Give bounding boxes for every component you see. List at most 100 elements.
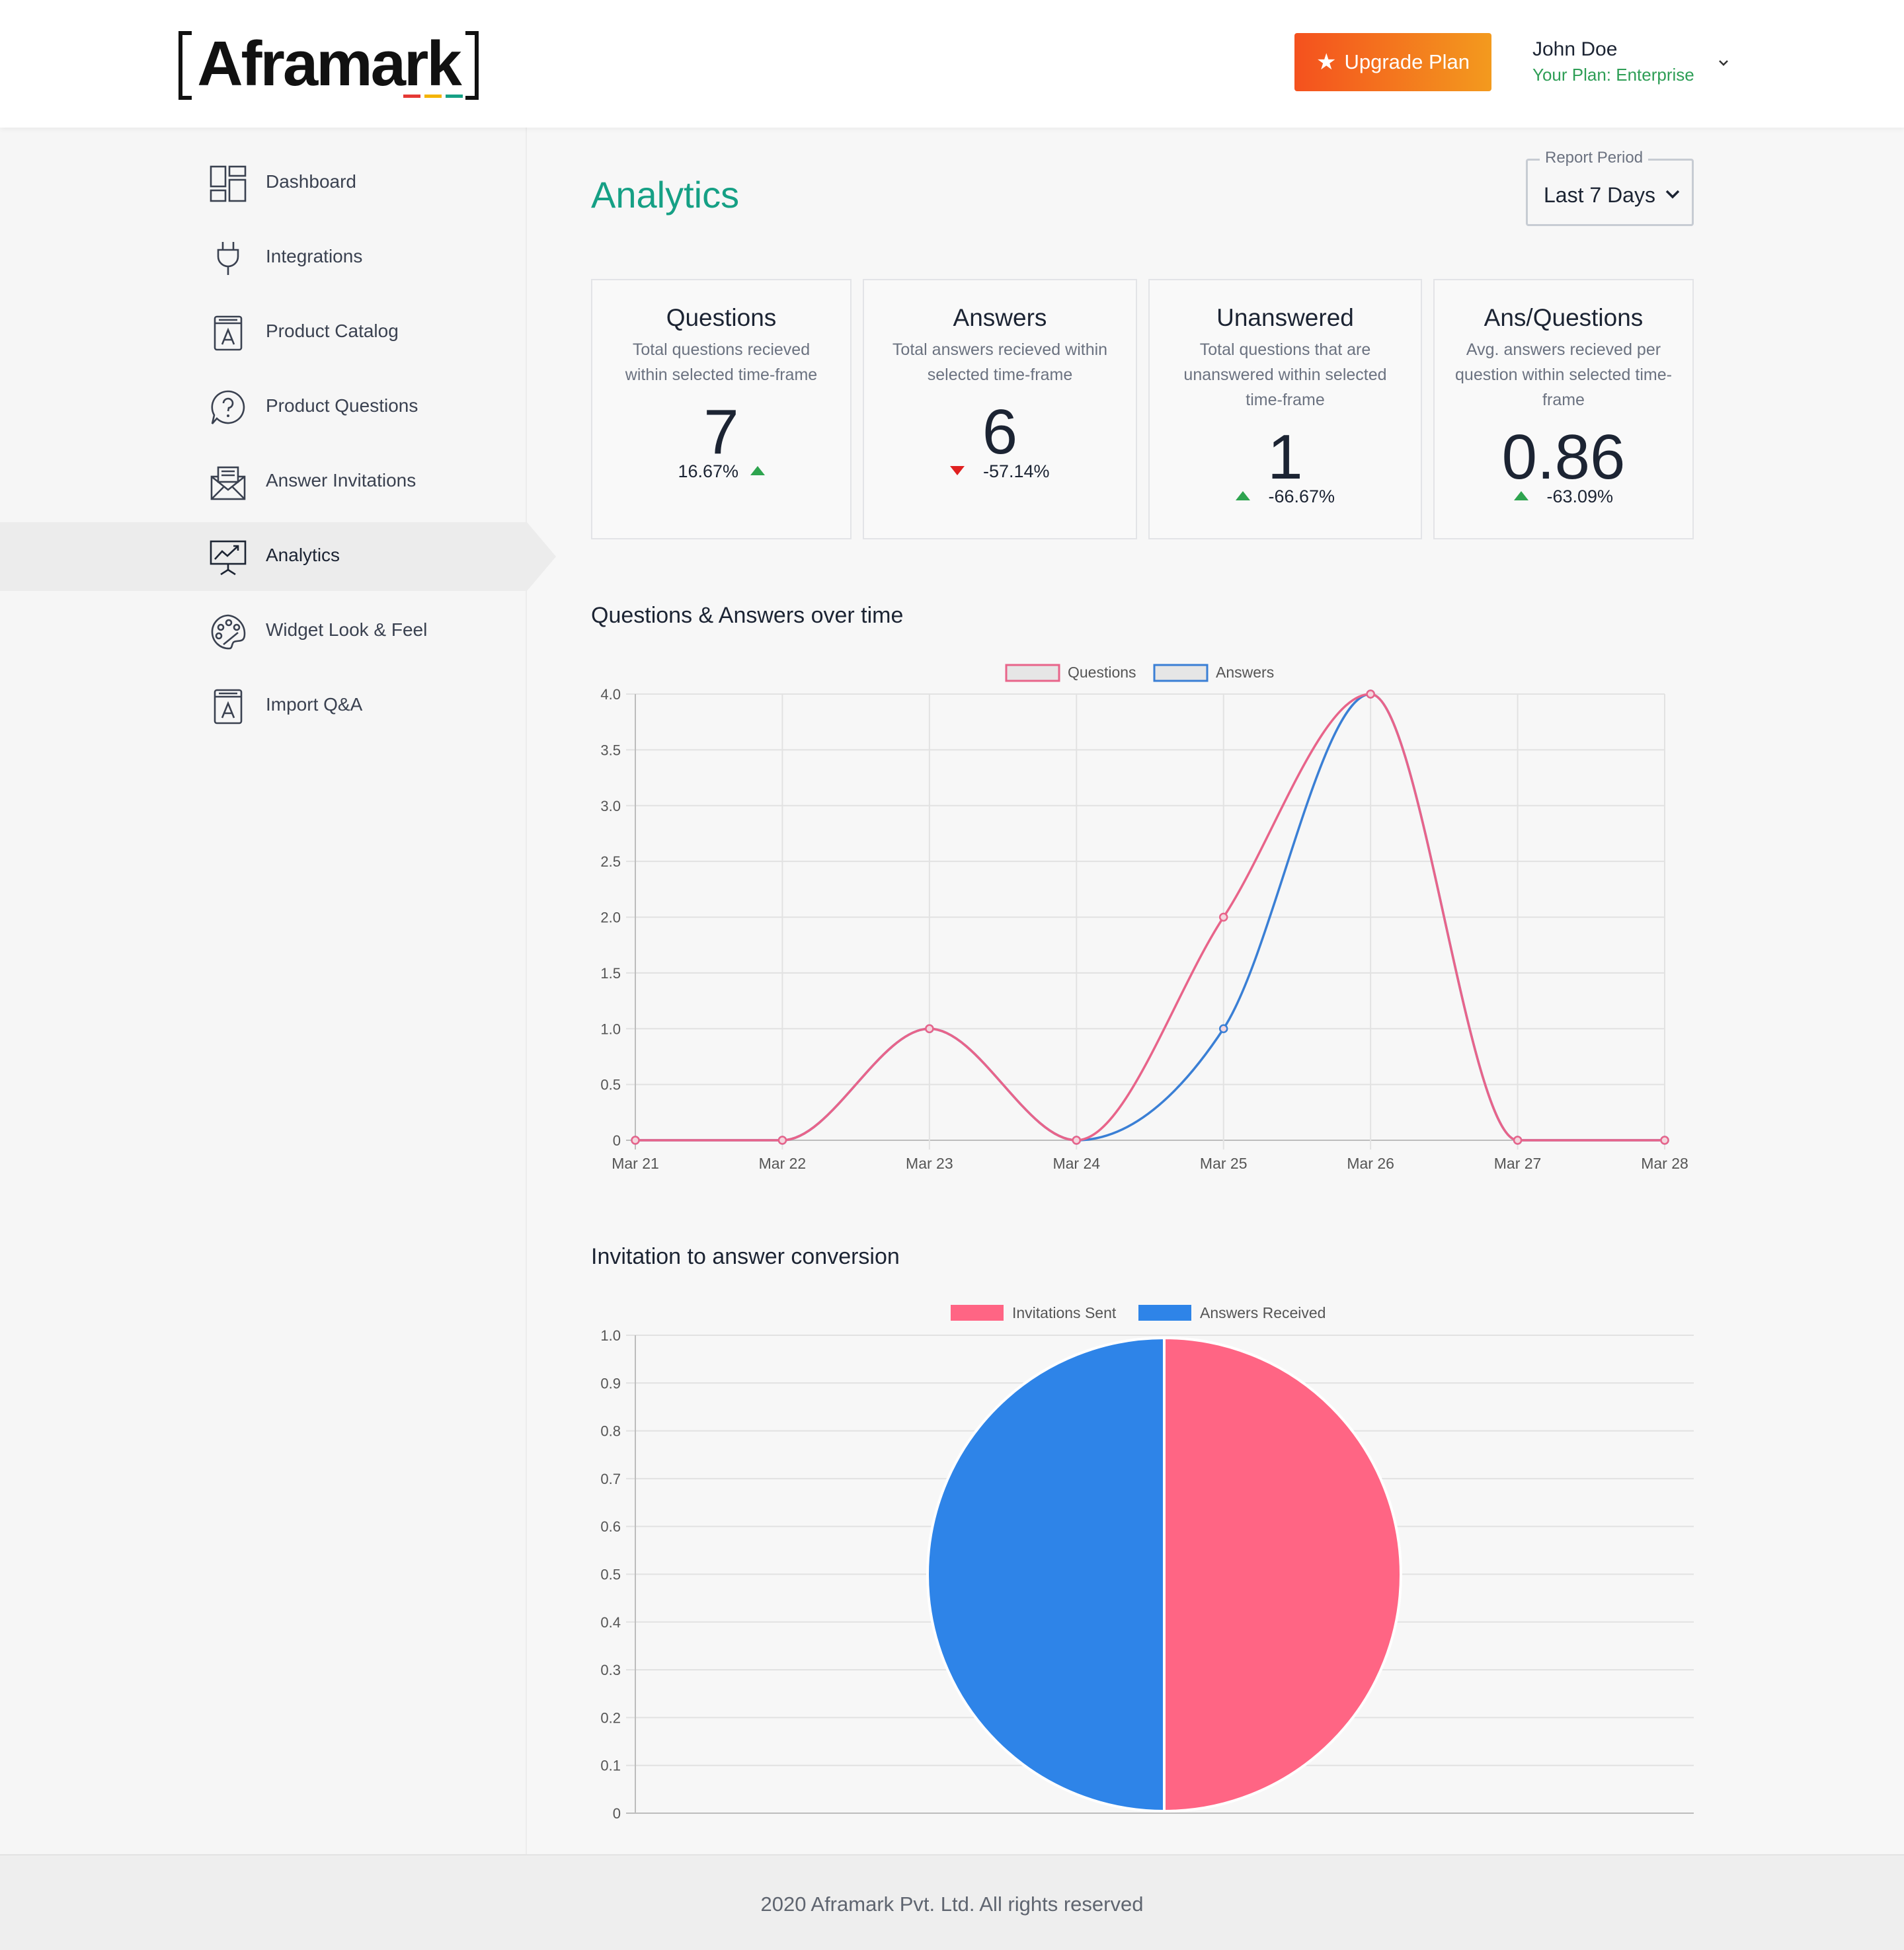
legend-label: Answers bbox=[1216, 664, 1274, 681]
plug-icon bbox=[209, 239, 247, 278]
y-tick-label: 0.5 bbox=[600, 1077, 621, 1093]
y-tick-label: 2.5 bbox=[600, 853, 621, 870]
data-point bbox=[1072, 1136, 1082, 1145]
stat-card-questions: Questions Total questions recieved withi… bbox=[591, 279, 852, 539]
trend-up-icon bbox=[1235, 491, 1250, 500]
series-line-answers bbox=[635, 693, 1665, 1142]
stat-value: 6 bbox=[982, 397, 1018, 467]
upgrade-plan-button[interactable]: ★ Upgrade Plan bbox=[1294, 33, 1491, 91]
data-point bbox=[1660, 1136, 1669, 1145]
stat-title: Ans/Questions bbox=[1484, 304, 1644, 331]
legend-label: Questions bbox=[1068, 664, 1136, 681]
sidebar-item-answer-invitations[interactable]: Answer Invitations bbox=[0, 448, 527, 516]
x-tick-label: Mar 26 bbox=[1347, 1155, 1394, 1172]
y-tick-label: 0.5 bbox=[600, 1567, 621, 1583]
x-tick-label: Mar 25 bbox=[1200, 1155, 1248, 1172]
dashboard-icon bbox=[209, 165, 247, 203]
report-period-legend: Report Period bbox=[1540, 149, 1649, 167]
stat-card-unanswered: Unanswered Total questions that are unan… bbox=[1148, 279, 1422, 539]
y-tick-label: 0.9 bbox=[600, 1375, 621, 1391]
sidebar-item-label: Dashboard bbox=[266, 171, 356, 192]
upgrade-plan-label: Upgrade Plan bbox=[1344, 50, 1470, 73]
user-menu[interactable]: John Doe Your Plan: Enterprise bbox=[1532, 36, 1731, 90]
stat-change: -66.67% bbox=[1150, 487, 1421, 507]
legend-label: Answers Received bbox=[1200, 1304, 1326, 1321]
legend-swatch bbox=[1005, 664, 1060, 682]
analytics-icon bbox=[209, 538, 247, 576]
stat-description: Avg. answers recieved per question withi… bbox=[1455, 340, 1672, 409]
data-point bbox=[1218, 1024, 1228, 1033]
pie-slice-invitations-sent bbox=[1163, 1336, 1402, 1813]
x-tick-label: Mar 22 bbox=[759, 1155, 807, 1172]
y-tick-label: 1.5 bbox=[600, 965, 621, 982]
legend-label: Invitations Sent bbox=[1012, 1304, 1117, 1321]
stat-title: Questions bbox=[666, 304, 777, 331]
data-point bbox=[777, 1136, 787, 1145]
stat-change-value: 16.67% bbox=[678, 461, 739, 481]
stat-card-ans-per-question: Ans/Questions Avg. answers recieved per … bbox=[1433, 279, 1694, 539]
data-point bbox=[1660, 1136, 1669, 1145]
legend-swatch bbox=[1138, 1305, 1191, 1321]
sidebar-item-label: Widget Look & Feel bbox=[266, 619, 428, 640]
sidebar-item-widget-look-feel[interactable]: Widget Look & Feel bbox=[0, 597, 527, 666]
data-point bbox=[631, 1136, 640, 1145]
y-tick-label: 0.2 bbox=[600, 1709, 621, 1726]
data-point bbox=[1218, 912, 1228, 922]
y-tick-label: 3.5 bbox=[600, 742, 621, 758]
x-tick-label: Mar 28 bbox=[1641, 1155, 1688, 1172]
trend-up-icon bbox=[750, 466, 765, 475]
stat-change-value: -63.09% bbox=[1546, 487, 1614, 506]
sidebar-item-dashboard[interactable]: Dashboard bbox=[0, 149, 527, 217]
data-point bbox=[1513, 1136, 1523, 1145]
sidebar-item-integrations[interactable]: Integrations bbox=[0, 223, 527, 292]
y-tick-label: 0 bbox=[613, 1805, 621, 1822]
trend-up-icon bbox=[1513, 491, 1528, 500]
star-icon: ★ bbox=[1316, 50, 1337, 75]
y-tick-label: 0.8 bbox=[600, 1423, 621, 1440]
report-period-select[interactable]: Report Period Last 7 Days bbox=[1526, 149, 1694, 226]
x-tick-label: Mar 23 bbox=[906, 1155, 953, 1172]
data-point bbox=[631, 1136, 640, 1145]
stat-value: 7 bbox=[703, 397, 739, 467]
y-tick-label: 0.6 bbox=[600, 1518, 621, 1535]
sidebar-item-label: Answer Invitations bbox=[266, 470, 416, 490]
palette-icon bbox=[209, 613, 247, 651]
legend-swatch bbox=[951, 1305, 1004, 1321]
sidebar-item-import-qa[interactable]: Import Q&A bbox=[0, 672, 527, 740]
question-icon bbox=[209, 389, 247, 427]
stat-description: Total questions that are unanswered with… bbox=[1183, 340, 1387, 409]
sidebar-item-product-catalog[interactable]: Product Catalog bbox=[0, 298, 527, 367]
data-point bbox=[1366, 689, 1375, 699]
page-title: Analytics bbox=[591, 174, 740, 215]
stat-value: 1 bbox=[1267, 422, 1303, 492]
y-tick-label: 4.0 bbox=[600, 686, 621, 703]
sidebar-item-product-questions[interactable]: Product Questions bbox=[0, 373, 527, 442]
user-name: John Doe bbox=[1532, 38, 1618, 60]
pie-slice-answers-received bbox=[926, 1336, 1166, 1813]
sidebar-item-label: Import Q&A bbox=[266, 694, 363, 715]
aframark-logo[interactable]: Aframark bbox=[178, 24, 479, 102]
x-tick-label: Mar 27 bbox=[1494, 1155, 1542, 1172]
y-tick-label: 0.1 bbox=[600, 1758, 621, 1774]
y-tick-label: 0.4 bbox=[600, 1614, 621, 1631]
sidebar-item-label: Integrations bbox=[266, 246, 363, 266]
data-point bbox=[1072, 1136, 1082, 1145]
chevron-down-icon bbox=[1665, 190, 1680, 199]
stat-card-answers: Answers Total answers recieved within se… bbox=[863, 279, 1137, 539]
import-icon bbox=[209, 687, 247, 726]
y-tick-label: 3.0 bbox=[600, 798, 621, 814]
sidebar-item-label: Product Catalog bbox=[266, 321, 399, 341]
logo-mark: Aframark bbox=[178, 24, 479, 102]
y-tick-label: 0.3 bbox=[600, 1662, 621, 1678]
y-tick-label: 0 bbox=[613, 1132, 621, 1149]
sidebar-item-analytics[interactable]: Analytics bbox=[0, 522, 556, 591]
data-point bbox=[777, 1136, 787, 1145]
report-period-value: Last 7 Days bbox=[1544, 183, 1655, 207]
y-tick-label: 1.0 bbox=[600, 1327, 621, 1344]
data-point bbox=[1513, 1136, 1523, 1145]
stat-title: Unanswered bbox=[1216, 304, 1354, 331]
stat-value: 0.86 bbox=[1501, 422, 1626, 492]
x-tick-label: Mar 21 bbox=[612, 1155, 659, 1172]
stat-change: -57.14% bbox=[864, 461, 1136, 482]
data-point bbox=[925, 1024, 934, 1033]
